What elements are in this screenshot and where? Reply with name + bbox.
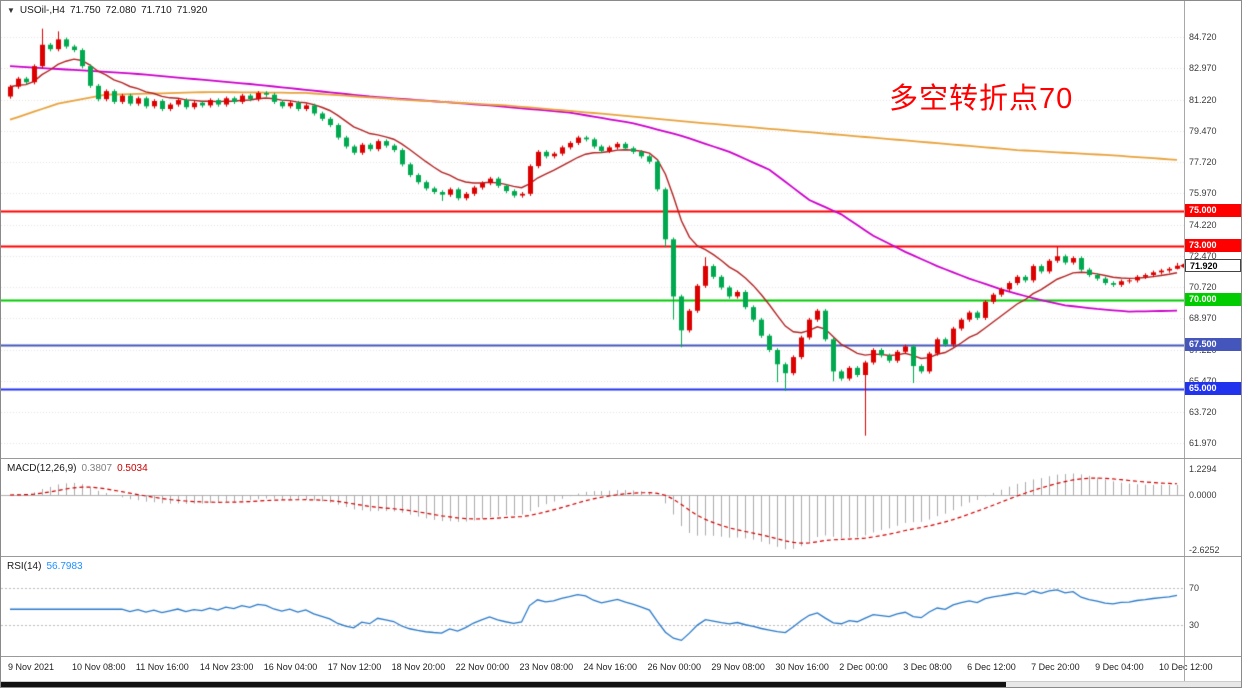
time-axis-label: 6 Dec 12:00 — [967, 662, 1016, 672]
time-axis-label: 16 Nov 04:00 — [263, 662, 318, 672]
annotation-text[interactable]: 多空转折点70 — [889, 83, 1074, 115]
time-axis-label: 14 Nov 23:00 — [199, 662, 254, 672]
time-axis-label: 30 Nov 16:00 — [775, 662, 829, 672]
price-tick-label: 63.720 — [1189, 407, 1217, 418]
ohlc-high: 72.080 — [105, 5, 137, 16]
time-axis-label: 23 Nov 08:00 — [519, 662, 574, 672]
macd-signal-value: 0.5034 — [117, 463, 148, 474]
time-axis-label: 26 Nov 00:00 — [647, 662, 701, 672]
time-axis-label: 10 Nov 08:00 — [71, 662, 126, 672]
price-tick-label: 65.470 — [1189, 375, 1217, 386]
time-axis-label: 9 Nov 2021 — [8, 662, 55, 672]
price-tick-label: 82.970 — [1189, 63, 1217, 74]
time-axis-label: 9 Dec 04:00 — [1095, 662, 1144, 672]
price-line-tag: 73.000 — [1185, 239, 1241, 253]
collapse-indicator-icon[interactable]: ▼ — [7, 6, 15, 15]
rsi-tick-label: 70 — [1189, 583, 1200, 594]
macd-main-value: 0.3807 — [81, 463, 113, 474]
scrollbar-thumb[interactable] — [1, 682, 1006, 687]
time-axis-label: 3 Dec 08:00 — [903, 662, 952, 672]
macd-canvas[interactable] — [1, 459, 1186, 556]
price-tick-label: 75.970 — [1189, 188, 1217, 199]
main-chart-canvas[interactable] — [1, 1, 1186, 458]
time-axis-label: 7 Dec 20:00 — [1031, 662, 1080, 672]
time-axis-label: 24 Nov 16:00 — [583, 662, 638, 672]
symbol-timeframe-label: USOil-,H4 — [19, 5, 65, 16]
price-tick-label: 70.720 — [1189, 282, 1217, 293]
price-line-tag: 65.000 — [1185, 382, 1241, 396]
rsi-canvas[interactable] — [1, 557, 1186, 656]
macd-indicator-name: MACD(12,26,9) — [7, 463, 77, 474]
time-axis[interactable]: 9 Nov 2021 10 Nov 08:00 11 Nov 16:00 14 Nov… — [1, 657, 1241, 682]
macd-tick-label: 0.0000 — [1189, 490, 1217, 500]
symbol-info: ▼ USOil-,H4 71.750 72.080 71.710 71.920 — [7, 5, 212, 16]
macd-scale[interactable]: 1.2294 0.0000 -2.6252 — [1184, 459, 1241, 556]
rsi-panel: 70 30 RSI(14) 56.7983 — [1, 557, 1241, 657]
horizontal-scrollbar — [1, 682, 1241, 687]
rsi-scale[interactable]: 70 30 — [1184, 557, 1241, 656]
price-tick-label: 72.470 — [1189, 250, 1217, 261]
price-tick-label: 77.720 — [1189, 157, 1217, 168]
rsi-indicator-name: RSI(14) — [7, 561, 42, 572]
price-tick-label: 84.720 — [1189, 32, 1217, 43]
rsi-value: 56.7983 — [46, 561, 83, 572]
price-tick-label: 81.220 — [1189, 94, 1217, 105]
time-axis-label: 18 Nov 20:00 — [391, 662, 446, 672]
price-line-tag: 75.000 — [1185, 203, 1241, 217]
macd-panel: 1.2294 0.0000 -2.6252 MACD(12,26,9) 0.3807 0… — [1, 459, 1241, 557]
rsi-label: RSI(14) 56.7983 — [7, 561, 88, 572]
price-scale[interactable]: 84.720 82.970 81.220 79.470 77.720 75.970 74.2… — [1184, 1, 1241, 458]
time-axis-scale-stub — [1184, 657, 1241, 681]
time-axis-label: 29 Nov 08:00 — [711, 662, 765, 672]
price-line-tag: 67.500 — [1185, 337, 1241, 351]
macd-label: MACD(12,26,9) 0.3807 0.5034 — [7, 463, 153, 474]
ohlc-open: 71.750 — [69, 5, 101, 16]
macd-tick-label: 1.2294 — [1189, 464, 1217, 475]
price-tick-label: 74.220 — [1189, 219, 1217, 230]
price-tick-label: 68.970 — [1189, 313, 1217, 324]
time-axis-label: 2 Dec 00:00 — [839, 662, 888, 672]
time-axis-label: 17 Nov 12:00 — [327, 662, 382, 672]
price-line-tag: 70.000 — [1185, 293, 1241, 306]
ohlc-low: 71.710 — [141, 5, 172, 16]
main-chart-panel: 84.720 82.970 81.220 79.470 77.720 75.970 74.2… — [1, 1, 1241, 459]
rsi-tick-label: 30 — [1189, 619, 1200, 630]
macd-tick-label: -2.6252 — [1189, 545, 1220, 555]
price-tick-label: 79.470 — [1189, 125, 1217, 136]
ohlc-close: 71.920 — [176, 5, 208, 16]
time-axis-label: 22 Nov 00:00 — [455, 662, 510, 672]
current-price-tag: 71.920 — [1185, 258, 1241, 272]
time-axis-label: 11 Nov 16:00 — [135, 662, 189, 672]
price-tick-label: 61.970 — [1189, 438, 1217, 449]
time-axis-label: 10 Dec 12:00 — [1159, 662, 1213, 672]
